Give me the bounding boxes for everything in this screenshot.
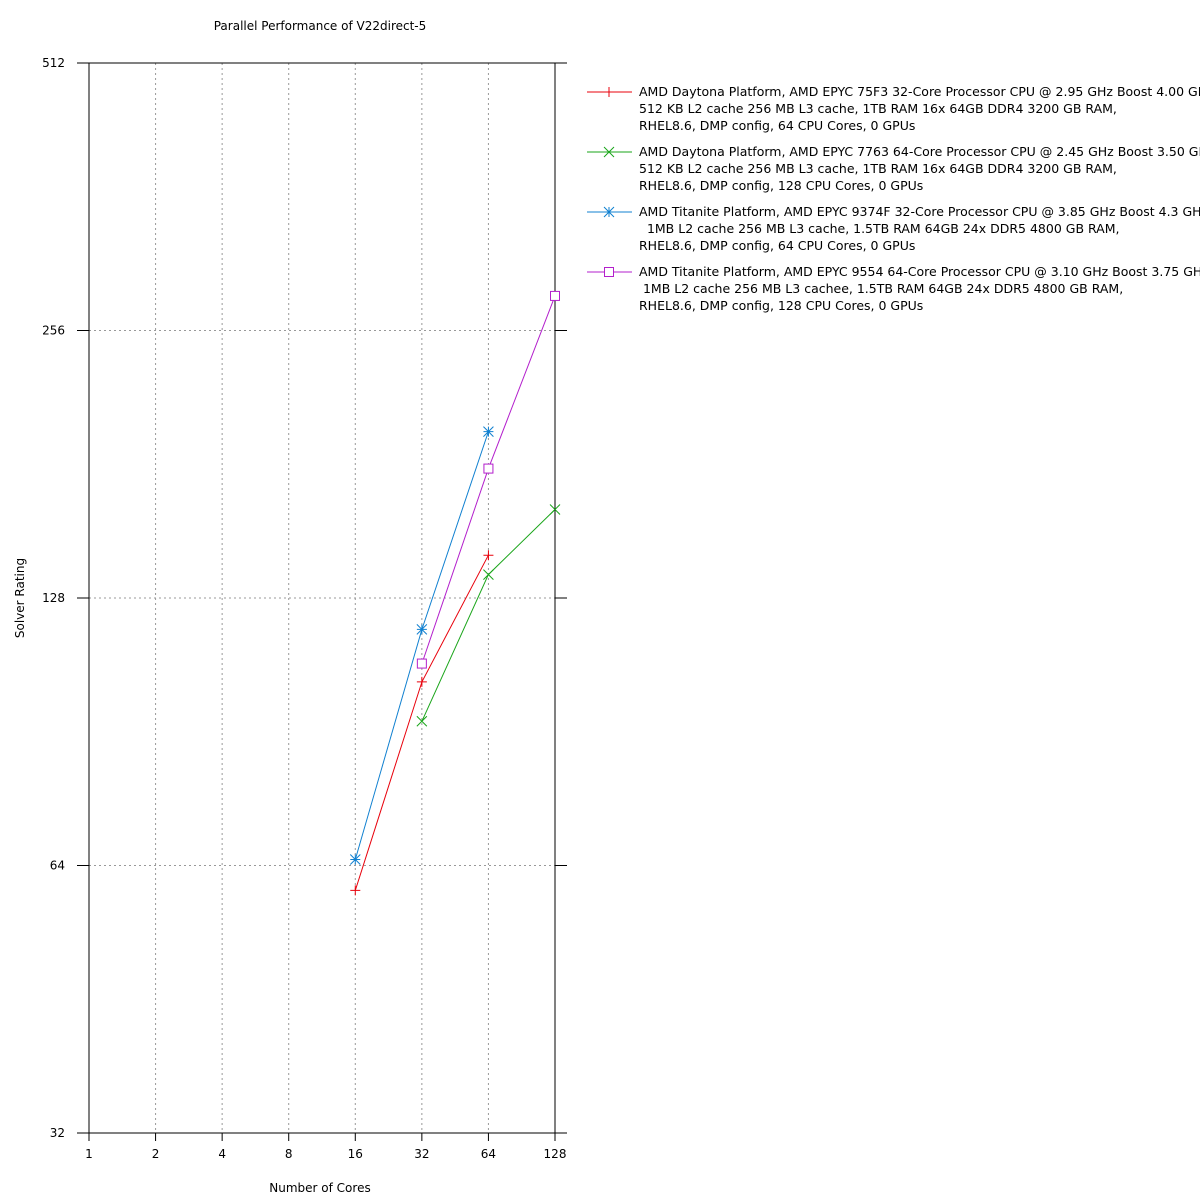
x-axis-title: Number of Cores: [269, 1181, 370, 1195]
legend-label: 512 KB L2 cache 256 MB L3 cache, 1TB RAM…: [639, 101, 1117, 116]
data-point-marker: [483, 426, 494, 437]
legend-label: RHEL8.6, DMP config, 64 CPU Cores, 0 GPU…: [639, 118, 915, 133]
legend-entry: AMD Daytona Platform, AMD EPYC 7763 64-C…: [587, 144, 1200, 193]
y-tick-label: 256: [42, 324, 65, 338]
data-point-marker: [550, 290, 560, 301]
legend-label: RHEL8.6, DMP config, 128 CPU Cores, 0 GP…: [639, 298, 923, 313]
y-tick-label: 512: [42, 56, 65, 70]
legend-entry: AMD Titanite Platform, AMD EPYC 9374F 32…: [587, 204, 1200, 253]
legend-label: 1MB L2 cache 256 MB L3 cachee, 1.5TB RAM…: [639, 281, 1123, 296]
series-line: [354, 554, 489, 891]
data-point-marker: [416, 715, 428, 727]
data-point-marker: [483, 463, 494, 474]
legend-entry: AMD Titanite Platform, AMD EPYC 9554 64-…: [587, 264, 1200, 313]
data-point-marker: [483, 569, 494, 580]
data-point-marker: [416, 658, 427, 669]
series-layer: [349, 290, 561, 896]
y-tick-label: 64: [50, 859, 65, 873]
legend-label: 512 KB L2 cache 256 MB L3 cache, 1TB RAM…: [639, 161, 1117, 176]
data-point-marker: [416, 624, 428, 635]
y-tick-labels: 32 64 128 256 512: [42, 56, 65, 1140]
y-axis-title: Solver Rating: [13, 558, 27, 638]
legend-entry: AMD Daytona Platform, AMD EPYC 75F3 32-C…: [587, 84, 1200, 133]
y-tick-label: 128: [42, 591, 65, 605]
x-tick-label: 16: [348, 1147, 363, 1161]
series-group: [350, 550, 494, 896]
legend-label: AMD Titanite Platform, AMD EPYC 9374F 32…: [639, 204, 1200, 219]
x-tick-label: 8: [285, 1147, 293, 1161]
x-tick-label: 4: [218, 1147, 226, 1161]
data-point-marker: [416, 676, 427, 687]
series-group: [416, 290, 560, 669]
series-group: [349, 426, 494, 865]
data-point-marker: [603, 146, 615, 158]
series-line: [354, 431, 489, 860]
x-tick-labels: 1 2 4 8 16 32 64 128: [85, 1147, 566, 1161]
series-group: [416, 504, 561, 727]
x-tick-label: 1: [85, 1147, 93, 1161]
grid: [89, 63, 555, 1133]
y-tick-label: 32: [50, 1126, 65, 1140]
data-point-marker: [603, 206, 615, 218]
data-point-marker: [549, 504, 561, 515]
x-tick-label: 128: [544, 1147, 567, 1161]
x-tick-label: 32: [414, 1147, 429, 1161]
legend-label: RHEL8.6, DMP config, 128 CPU Cores, 0 GP…: [639, 178, 923, 193]
axis-ticks: [77, 62, 567, 1141]
data-point-marker: [604, 267, 614, 277]
legend-label: AMD Titanite Platform, AMD EPYC 9554 64-…: [639, 264, 1200, 279]
legend-label: RHEL8.6, DMP config, 64 CPU Cores, 0 GPU…: [639, 238, 915, 253]
legend-label: AMD Daytona Platform, AMD EPYC 7763 64-C…: [639, 144, 1200, 159]
data-point-marker: [350, 885, 361, 896]
x-tick-label: 2: [152, 1147, 160, 1161]
legend-label: 1MB L2 cache 256 MB L3 cache, 1.5TB RAM …: [639, 221, 1119, 236]
data-point-marker: [349, 854, 361, 865]
legend-label: AMD Daytona Platform, AMD EPYC 75F3 32-C…: [639, 84, 1200, 99]
x-tick-label: 64: [481, 1147, 496, 1161]
chart-title: Parallel Performance of V22direct-5: [214, 19, 427, 33]
legend: AMD Daytona Platform, AMD EPYC 75F3 32-C…: [587, 84, 1200, 313]
data-point-marker: [604, 87, 614, 97]
data-point-marker: [483, 550, 494, 561]
